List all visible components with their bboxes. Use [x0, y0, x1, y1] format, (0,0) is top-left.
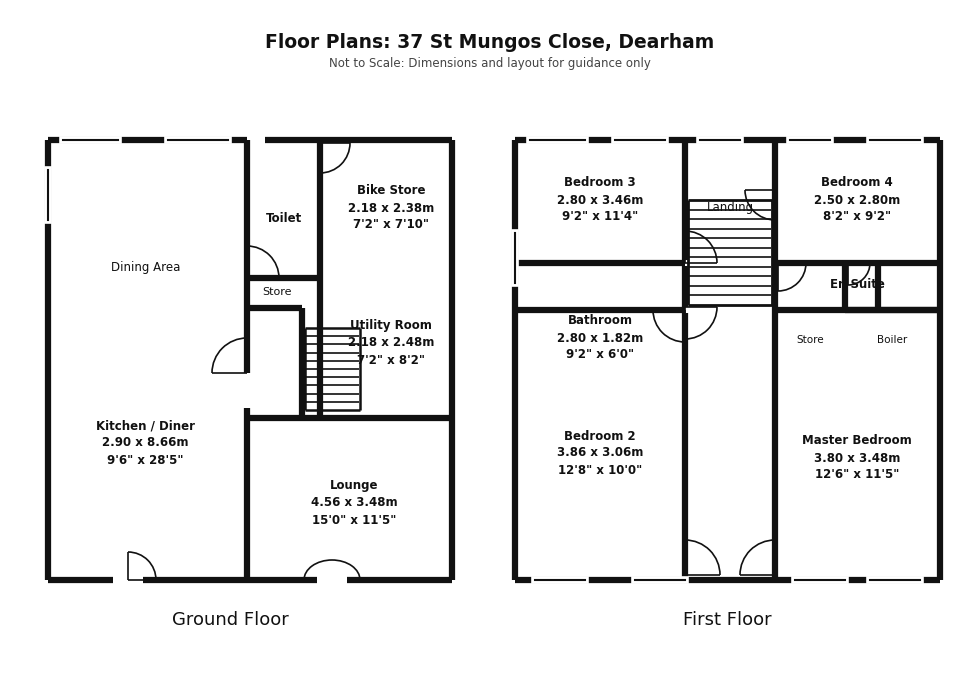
Text: Bedroom 4
2.50 x 2.80m
8'2" x 9'2": Bedroom 4 2.50 x 2.80m 8'2" x 9'2"	[813, 177, 900, 223]
Text: Bike Store
2.18 x 2.38m
7'2" x 7'10": Bike Store 2.18 x 2.38m 7'2" x 7'10"	[348, 184, 434, 232]
Text: Lounge
4.56 x 3.48m
15'0" x 11'5": Lounge 4.56 x 3.48m 15'0" x 11'5"	[311, 480, 397, 526]
Text: Bathroom
2.80 x 1.82m
9'2" x 6'0": Bathroom 2.80 x 1.82m 9'2" x 6'0"	[557, 315, 643, 362]
Text: Toilet: Toilet	[266, 211, 302, 225]
Text: Bedroom 3
2.80 x 3.46m
9'2" x 11'4": Bedroom 3 2.80 x 3.46m 9'2" x 11'4"	[557, 177, 643, 223]
Text: Dining Area: Dining Area	[112, 262, 180, 274]
Text: Boiler: Boiler	[877, 335, 907, 345]
Text: Kitchen / Diner
2.90 x 8.66m
9'6" x 28'5": Kitchen / Diner 2.90 x 8.66m 9'6" x 28'5…	[95, 419, 194, 466]
Text: Ground Floor: Ground Floor	[172, 611, 288, 629]
Text: Store: Store	[796, 335, 824, 345]
Text: Landing: Landing	[707, 202, 754, 214]
Text: Floor Plans: 37 St Mungos Close, Dearham: Floor Plans: 37 St Mungos Close, Dearham	[266, 33, 714, 52]
Text: En Suite: En Suite	[829, 279, 884, 292]
Text: Master Bedroom
3.80 x 3.48m
12'6" x 11'5": Master Bedroom 3.80 x 3.48m 12'6" x 11'5…	[802, 434, 911, 482]
Text: Not to Scale: Dimensions and layout for guidance only: Not to Scale: Dimensions and layout for …	[329, 57, 651, 70]
Text: Bedroom 2
3.86 x 3.06m
12'8" x 10'0": Bedroom 2 3.86 x 3.06m 12'8" x 10'0"	[557, 429, 643, 477]
Text: Store: Store	[263, 287, 292, 297]
Text: First Floor: First Floor	[683, 611, 771, 629]
Text: Utility Room
2.18 x 2.48m
7'2" x 8'2": Utility Room 2.18 x 2.48m 7'2" x 8'2"	[348, 320, 434, 366]
